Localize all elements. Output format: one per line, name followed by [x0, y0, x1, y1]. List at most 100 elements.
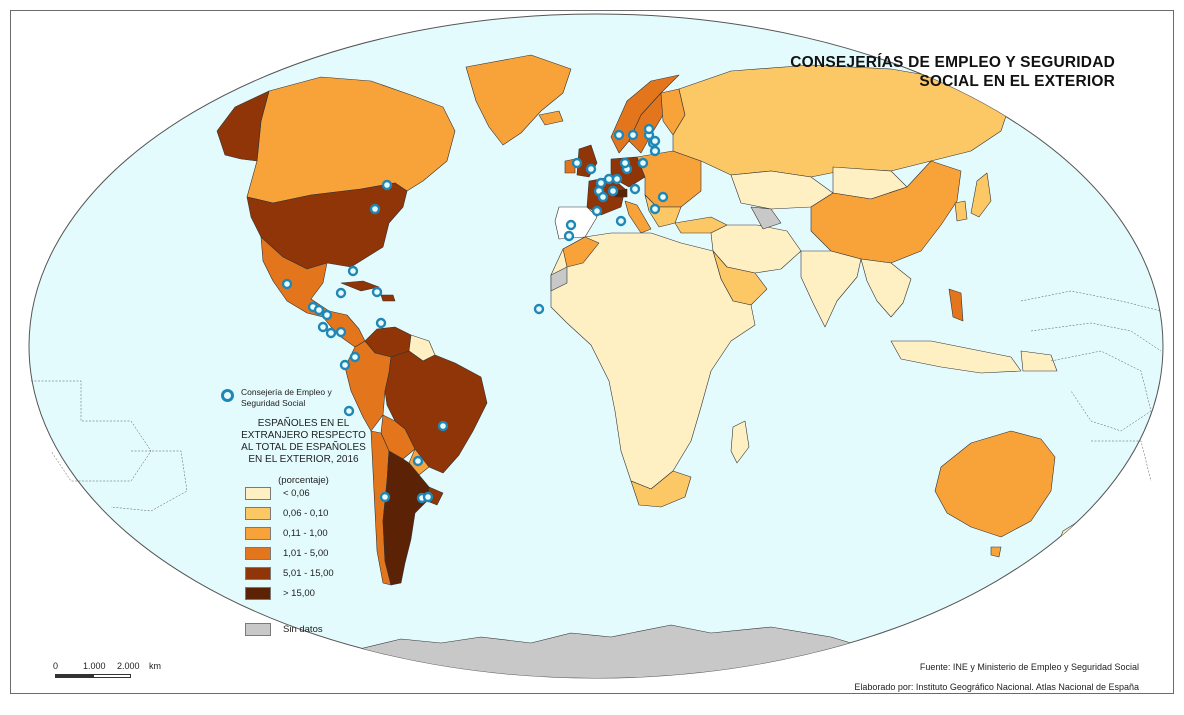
argentina[interactable] — [382, 450, 430, 586]
legend-item-no-data: Sin datos — [245, 623, 445, 636]
office-marker[interactable] — [649, 145, 661, 157]
map-title-line-2: SOCIAL EN EL EXTERIOR — [919, 73, 1115, 90]
office-legend-line-2: Seguridad Social — [241, 398, 306, 408]
north-africa[interactable] — [550, 232, 756, 490]
cuba[interactable] — [340, 280, 380, 292]
office-marker[interactable] — [313, 304, 325, 316]
office-marker[interactable] — [565, 219, 577, 231]
map-title: CONSEJERÍAS DE EMPLEO Y SEGURIDAD SOCIAL… — [755, 53, 1115, 91]
legend-label: 5,01 - 15,00 — [283, 568, 334, 579]
office-marker[interactable] — [591, 205, 603, 217]
office-marker[interactable] — [643, 123, 655, 135]
office-legend-label: Consejería de Empleo y Seguridad Social — [241, 387, 361, 409]
office-marker[interactable] — [343, 405, 355, 417]
office-marker[interactable] — [533, 303, 545, 315]
indonesia[interactable] — [890, 340, 1022, 374]
madagascar[interactable] — [730, 420, 750, 464]
legend-swatch — [245, 547, 271, 560]
office-marker[interactable] — [619, 157, 631, 169]
office-marker[interactable] — [649, 203, 661, 215]
office-marker[interactable] — [335, 326, 347, 338]
scale-tick-2000: 2.000 — [117, 661, 140, 671]
credits-note: Elaborado por: Instituto Geográfico Naci… — [854, 682, 1139, 692]
caucasus-caspian[interactable] — [750, 206, 782, 230]
world-map[interactable] — [11, 11, 1175, 695]
office-marker[interactable] — [627, 129, 639, 141]
office-marker[interactable] — [657, 191, 669, 203]
office-marker[interactable] — [317, 321, 329, 333]
legend-title: ESPAÑOLES EN EL EXTRANJERO RESPECTO AL T… — [211, 418, 396, 466]
scale-unit: km — [149, 661, 161, 671]
office-marker[interactable] — [371, 286, 383, 298]
office-marker[interactable] — [381, 179, 393, 191]
south-africa[interactable] — [630, 470, 692, 508]
korea[interactable] — [954, 200, 968, 222]
office-marker[interactable] — [585, 163, 597, 175]
legend-swatch — [245, 507, 271, 520]
maritime-boundaries — [31, 290, 1162, 512]
philippines[interactable] — [948, 288, 964, 322]
italy[interactable] — [624, 200, 652, 234]
greenland[interactable] — [465, 54, 572, 146]
map-frame: CONSEJERÍAS DE EMPLEO Y SEGURIDAD SOCIAL… — [10, 10, 1174, 694]
office-marker[interactable] — [611, 173, 623, 185]
legend-swatch-no-data — [245, 623, 271, 636]
office-marker[interactable] — [563, 230, 575, 242]
legend-label: 0,06 - 0,10 — [283, 508, 329, 519]
office-markers — [281, 123, 669, 504]
legend-title-line-2: EXTRANJERO RESPECTO — [241, 430, 366, 441]
southeast-asia[interactable] — [860, 258, 912, 318]
legend-item-class-2: 0,06 - 0,10 — [245, 507, 445, 520]
legend-swatch — [245, 587, 271, 600]
dominican-republic[interactable] — [380, 294, 396, 302]
india[interactable] — [800, 250, 862, 328]
iceland[interactable] — [538, 110, 564, 126]
office-marker[interactable] — [637, 157, 649, 169]
papua[interactable] — [1020, 350, 1058, 372]
legend-label: > 15,00 — [283, 588, 315, 599]
scale-tick-0: 0 — [53, 661, 59, 671]
alaska[interactable] — [216, 90, 270, 162]
office-marker[interactable] — [607, 185, 619, 197]
legend-item-class-3: 0,11 - 1,00 — [245, 527, 445, 540]
brazil[interactable] — [384, 350, 488, 474]
scale-tick-1000: 1.000 — [83, 661, 106, 671]
office-marker[interactable] — [335, 287, 347, 299]
office-marker[interactable] — [615, 215, 627, 227]
office-marker[interactable] — [422, 491, 434, 503]
legend-item-class-1: < 0,06 — [245, 487, 445, 500]
office-marker[interactable] — [597, 191, 609, 203]
morocco[interactable] — [562, 236, 600, 268]
map-title-line-1: CONSEJERÍAS DE EMPLEO Y SEGURIDAD — [790, 54, 1115, 71]
office-marker[interactable] — [349, 351, 361, 363]
australia[interactable] — [934, 430, 1056, 538]
office-marker[interactable] — [629, 183, 641, 195]
office-marker[interactable] — [412, 455, 424, 467]
office-marker[interactable] — [595, 177, 607, 189]
office-marker[interactable] — [375, 317, 387, 329]
office-marker[interactable] — [437, 420, 449, 432]
scale-segment-2 — [93, 674, 131, 678]
colombia-peru[interactable] — [344, 340, 392, 432]
office-marker[interactable] — [603, 173, 615, 185]
legend-title-line-4: EN EL EXTERIOR, 2016 — [248, 454, 359, 465]
office-marker[interactable] — [325, 327, 337, 339]
japan[interactable] — [970, 172, 992, 218]
tasmania[interactable] — [990, 546, 1002, 558]
legend-subtitle: (porcentaje) — [278, 475, 329, 486]
legend-label: 1,01 - 5,00 — [283, 548, 329, 559]
office-legend-line-1: Consejería de Empleo y — [241, 387, 332, 397]
office-marker[interactable] — [369, 203, 381, 215]
office-marker[interactable] — [649, 135, 661, 147]
office-marker[interactable] — [281, 278, 293, 290]
office-marker[interactable] — [321, 309, 333, 321]
western-sahara[interactable] — [550, 266, 568, 292]
legend-title-line-3: AL TOTAL DE ESPAÑOLES — [241, 442, 366, 453]
office-marker[interactable] — [571, 157, 583, 169]
office-marker[interactable] — [347, 265, 359, 277]
legend-item-class-6: > 15,00 — [245, 587, 445, 600]
office-marker[interactable] — [339, 359, 351, 371]
legend-swatch — [245, 527, 271, 540]
office-marker[interactable] — [379, 491, 391, 503]
office-marker[interactable] — [613, 129, 625, 141]
